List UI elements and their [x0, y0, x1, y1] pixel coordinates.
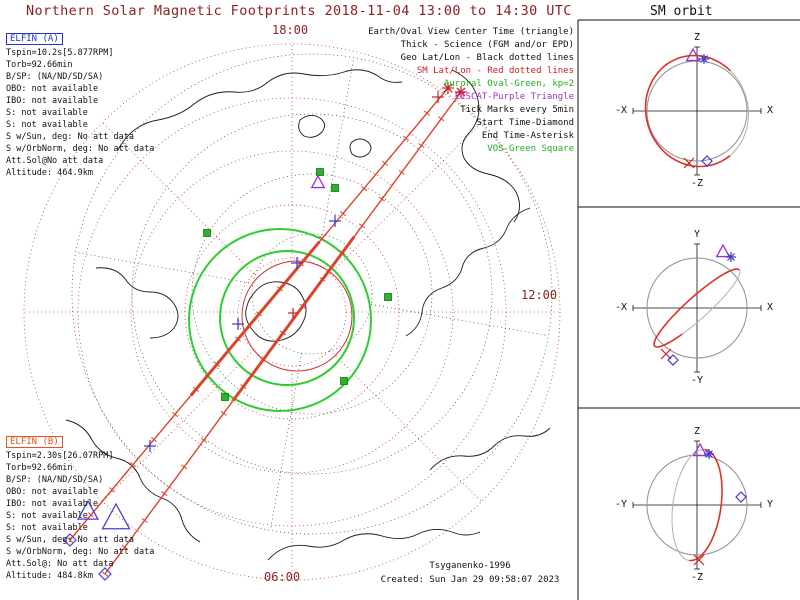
map-grid-layer [23, 43, 561, 581]
orbit3-right-label: Y [767, 499, 774, 510]
elfin-a-line: S: not available [6, 108, 88, 118]
coastline-siberia [405, 207, 531, 337]
elfin-a-line: Tspin=10.2s[5.877RPM] [6, 48, 114, 58]
coastline-upper-right [451, 69, 520, 223]
coastline-bottom [267, 529, 481, 561]
coastline-greenland [245, 281, 307, 342]
model-credit: Tsyganenko-1996 [429, 561, 511, 571]
elfin-b-line: IBO: not available [6, 499, 99, 509]
elfin-b-line: OBO: not available [6, 487, 99, 497]
orbit3-bottom-label: -Z [690, 572, 704, 583]
elfin-b-line: Att.Sol@: No att data [6, 559, 114, 569]
orbit2-top-label: Y [693, 229, 701, 240]
elfin-a-line: S: not available [6, 120, 88, 130]
elfin-a-line: Att.Sol@No att data [6, 156, 104, 166]
legend-item: Earth/Oval View Center Time (triangle) [368, 27, 574, 37]
mlt-label-1800: 18:00 [272, 23, 309, 37]
coastline-arctic-archipelago [117, 69, 403, 151]
orbit2-left-label: -X [614, 302, 627, 313]
elfin-a-line: IBO: not available [6, 96, 99, 106]
panel-dividers [577, 19, 800, 600]
elfin-b-line: B/SP: (NA/ND/SD/SA) [6, 475, 104, 485]
plot-title: Northern Solar Magnetic Footprints 2018-… [26, 3, 572, 19]
legend-item: Start Time-Diamond [476, 118, 574, 128]
legend-item: VOS-Green Square [487, 144, 574, 154]
elfin-b-line: S: not available [6, 511, 88, 521]
orbit1-bottom-label: -Z [690, 178, 704, 189]
elfin-a-line: S w/Sun, deg: No att data [6, 132, 134, 142]
map-data-layer [63, 82, 467, 581]
island-top-center-2 [349, 138, 372, 158]
coastline-lower-left [65, 419, 201, 543]
island-top-center-1 [298, 115, 325, 138]
elfin-a-line: S w/OrbNorm, deg: No att data [6, 144, 155, 154]
elfin-b-line: Torb=92.66min [6, 463, 73, 473]
coastline-mid-left [95, 267, 179, 339]
legend-item: Geo Lat/Lon - Black dotted lines [400, 53, 574, 63]
legend-item: End Time-Asterisk [481, 131, 574, 141]
elfin-b-lines: Tspin=2.30s[26.07RPM] Torb=92.66min B/SP: … [6, 450, 184, 582]
legend-item: SM Lat/Lon - Red dotted lines [416, 66, 574, 76]
orbit2-bottom-label: -Y [690, 375, 704, 386]
elfin-a-line: B/SP: (NA/ND/SD/SA) [6, 72, 104, 82]
orbit1-left-label: -X [614, 105, 627, 116]
elfin-a-info-block: ELFIN (A) Tspin=10.2s[5.877RPM] Torb=92.6… [6, 26, 184, 179]
elfin-b-line: S w/Sun, deg: No att data [6, 535, 134, 545]
orbit-plots-layer [632, 46, 762, 570]
orbit2-right-label: X [767, 302, 774, 313]
legend-item: Thick - Science (FGM and/or EPD) [400, 40, 574, 50]
mlt-label-1200: 12:00 [521, 288, 558, 302]
elfin-b-label: ELFIN (B) [6, 436, 63, 448]
elfin-b-line: Altitude: 484.8km [6, 571, 93, 581]
legend-item: Auroral Oval-Green, kp=2 [443, 79, 574, 89]
elfin-a-label: ELFIN (A) [6, 33, 63, 45]
elfin-a-line: Altitude: 464.9km [6, 168, 93, 178]
orbit1-right-label: X [767, 105, 774, 116]
elfin-b-line: S w/OrbNorm, deg: No att data [6, 547, 155, 557]
map-legend: Earth/Oval View Center Time (triangle) Th… [328, 26, 574, 156]
mlt-label-0600: 06:00 [264, 570, 301, 584]
elfin-b-line: S: not available [6, 523, 88, 533]
legend-item: EISCAT-Purple Triangle [454, 92, 574, 102]
orbit3-left-label: -Y [614, 499, 627, 510]
coastline-lower-right [429, 427, 551, 471]
elfin-a-lines: Tspin=10.2s[5.877RPM] Torb=92.66min B/SP: … [6, 47, 184, 179]
elfin-b-line: Tspin=2.30s[26.07RPM] [6, 451, 114, 461]
orbit1-top-label: Z [693, 32, 701, 43]
created-timestamp: Created: Sun Jan 29 09:58:07 2023 [380, 575, 560, 585]
elfin-b-info-block: ELFIN (B) Tspin=2.30s[26.07RPM] Torb=92.6… [6, 429, 184, 582]
elfin-a-line: OBO: not available [6, 84, 99, 94]
orbit3-top-label: Z [693, 426, 701, 437]
sm-orbit-title: SM orbit [650, 4, 713, 19]
elfin-a-line: Torb=92.66min [6, 60, 73, 70]
legend-item: Tick Marks every 5min [460, 105, 574, 115]
coastlines [65, 69, 551, 561]
